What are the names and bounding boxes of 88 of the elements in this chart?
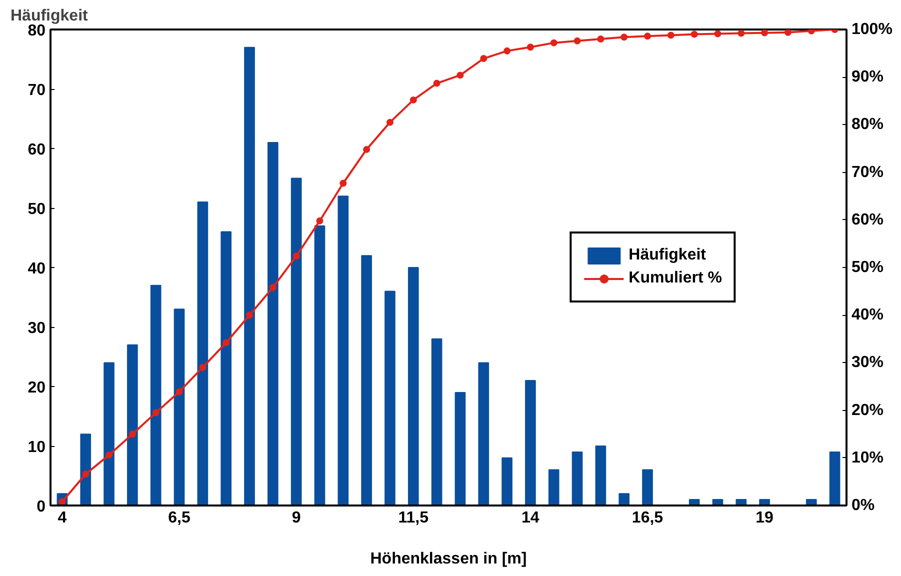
bar [314, 225, 326, 506]
legend-label: Kumuliert % [628, 270, 722, 288]
point [667, 32, 674, 39]
bar [548, 469, 560, 506]
point [106, 452, 113, 459]
bar [150, 284, 162, 506]
point [433, 80, 440, 87]
point [340, 180, 347, 187]
y2-tick-label: 50% [852, 259, 884, 276]
y2-tick-label: 100% [852, 21, 892, 38]
point [152, 409, 160, 416]
point [199, 364, 206, 371]
bar [384, 290, 396, 506]
point [644, 32, 651, 40]
point [784, 30, 792, 36]
legend-label: Häufigkeit [628, 246, 706, 264]
bar [338, 196, 349, 506]
bar [408, 267, 419, 506]
bar [80, 434, 92, 506]
y2-tick-label: 90% [852, 68, 884, 86]
point [714, 30, 722, 38]
point [738, 30, 745, 37]
x-tick-label: 16,5 [632, 510, 664, 526]
bar [829, 451, 840, 506]
y2-tick-label: 80% [852, 116, 884, 134]
bar [267, 142, 278, 506]
y-tick-label: 10 [28, 439, 46, 456]
bar [454, 392, 466, 506]
bar [127, 344, 138, 506]
y-axis-title: Häufigkeit [10, 8, 89, 24]
y-tick-label: 20 [28, 380, 46, 396]
point [761, 30, 768, 36]
y-tick-label: 0 [36, 498, 46, 516]
bar [595, 446, 606, 506]
bar [525, 380, 536, 506]
x-axis-title: Höhenklassen in [m] [370, 550, 527, 568]
point [82, 470, 90, 478]
point [410, 96, 417, 104]
x-tick-label: 4 [58, 510, 67, 526]
y2-tick-label: 10% [852, 449, 884, 466]
point [550, 39, 558, 46]
bar [244, 46, 255, 506]
point [363, 146, 370, 153]
y2-tick-label: 70% [852, 164, 884, 181]
point [316, 217, 324, 224]
bar [290, 178, 302, 506]
point [269, 284, 276, 291]
y2-tick-label: 0% [852, 497, 875, 514]
point [620, 34, 628, 41]
bar [174, 308, 185, 506]
point [222, 339, 230, 346]
point [690, 30, 698, 38]
bar [502, 457, 512, 506]
bar [431, 338, 442, 506]
point [597, 36, 604, 43]
y2-tick-label: 60% [852, 211, 884, 228]
point [246, 312, 253, 319]
x-tick-label: 19 [756, 510, 774, 526]
y-tick-label: 80 [28, 22, 46, 40]
x-tick-label: 14 [522, 510, 540, 526]
bar [361, 255, 372, 506]
y-tick-label: 50 [28, 201, 46, 218]
y-tick-label: 40 [28, 260, 46, 278]
point [128, 430, 136, 438]
y-tick-label: 30 [28, 320, 46, 337]
bar [104, 362, 114, 506]
y2-tick-label: 40% [852, 306, 884, 324]
x-tick-label: 9 [292, 510, 301, 526]
point [292, 252, 300, 260]
x-tick-label: 6,5 [168, 510, 190, 526]
bar [478, 362, 490, 506]
point [456, 72, 464, 79]
point [480, 55, 488, 62]
point [504, 47, 511, 54]
y-tick-label: 60 [28, 142, 46, 158]
point [526, 44, 534, 51]
bar [642, 469, 653, 506]
x-tick-label: 11,5 [398, 510, 429, 526]
y2-tick-label: 20% [852, 402, 884, 419]
bar [572, 451, 583, 506]
bar [618, 493, 630, 506]
bar [220, 231, 232, 506]
bar [197, 202, 208, 506]
y-tick-label: 70 [28, 82, 46, 99]
point [574, 37, 581, 44]
point [386, 118, 394, 126]
point [176, 388, 183, 396]
y2-tick-label: 30% [852, 354, 884, 372]
